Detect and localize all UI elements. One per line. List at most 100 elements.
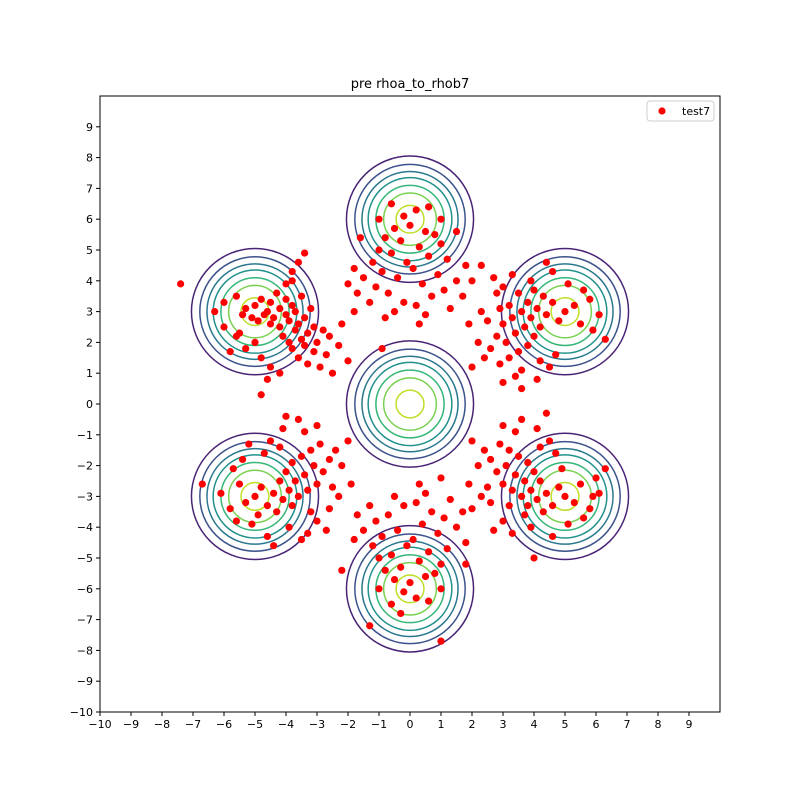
data-point-0-298 [468, 437, 476, 445]
x-tick-label-16: 6 [593, 718, 600, 731]
data-point-0-215 [245, 440, 253, 448]
data-point-0-16 [276, 323, 284, 331]
x-tick-label-2: −8 [154, 718, 170, 731]
data-point-0-25 [291, 326, 299, 334]
data-point-0-30 [297, 292, 306, 300]
data-point-0-78 [443, 255, 451, 263]
y-tick-label-12: 2 [86, 336, 93, 349]
data-point-0-240 [409, 535, 417, 544]
data-point-0-262 [387, 600, 395, 608]
data-point-0-70 [431, 231, 439, 239]
data-point-0-296 [477, 492, 485, 500]
data-point-0-252 [459, 508, 467, 516]
legend-label: test7 [682, 105, 710, 118]
data-point-0-3 [232, 292, 240, 300]
data-point-0-225 [400, 588, 408, 596]
x-tick-label-3: −7 [185, 718, 201, 731]
data-point-0-167 [493, 289, 501, 297]
data-point-0-159 [527, 277, 535, 285]
axis-layer: −10 −9 −8 −7 −6 −5 −4 −3 −2 −1 0 1 2 3 4 5 6 7 8 9−10−9−8−7… [70, 95, 721, 731]
data-point-0-90 [428, 292, 436, 300]
data-point-0-310 [533, 425, 541, 433]
y-tick-label-0: −10 [70, 706, 93, 719]
data-point-0-301 [576, 480, 585, 488]
contour-ring-5-4 [516, 447, 614, 545]
data-point-0-142 [468, 363, 476, 371]
contour-ring-2-5 [354, 533, 466, 645]
contour-ring-2-0 [395, 574, 425, 604]
data-point-0-277 [536, 477, 544, 485]
data-point-0-264 [350, 535, 358, 544]
data-point-0-232 [415, 557, 423, 565]
data-point-0-44 [335, 341, 343, 350]
data-point-0-20 [282, 295, 290, 303]
data-point-0-196 [242, 498, 250, 507]
x-tick-label-11: 1 [438, 718, 445, 731]
data-point-0-117 [536, 323, 544, 331]
data-point-0-77 [369, 258, 377, 266]
data-point-0-85 [394, 274, 402, 282]
data-point-0-238 [443, 545, 451, 553]
contour-ring-3-5 [509, 256, 621, 368]
data-point-0-98 [421, 311, 430, 319]
contour-ring-4-4 [206, 263, 304, 361]
data-point-0-165 [589, 326, 597, 334]
data-point-0-307 [530, 554, 538, 562]
data-point-0-49 [276, 369, 284, 377]
data-point-0-192 [335, 492, 343, 500]
data-point-0-235 [387, 551, 395, 559]
data-point-0-297 [474, 462, 482, 470]
data-point-0-207 [294, 415, 302, 423]
data-point-0-181 [297, 452, 306, 460]
data-point-0-201 [248, 520, 256, 528]
contour-ring-0-0 [395, 389, 425, 419]
data-point-0-228 [421, 572, 430, 581]
data-point-0-4 [239, 311, 247, 319]
data-point-0-186 [313, 480, 321, 488]
data-point-0-233 [375, 554, 383, 562]
x-tick-label-5: −5 [247, 718, 263, 731]
y-tick-label-15: 5 [86, 244, 93, 257]
data-point-0-68 [421, 227, 430, 236]
data-point-0-311 [518, 415, 526, 423]
x-tick-label-9: −1 [371, 718, 387, 731]
data-point-0-245 [394, 526, 402, 534]
data-point-0-43 [328, 369, 337, 377]
contour-ring-0-4 [361, 355, 459, 453]
data-point-0-303 [595, 489, 603, 497]
x-tick-label-6: −4 [278, 718, 294, 731]
data-point-0-248 [440, 514, 448, 522]
data-point-0-83 [359, 274, 368, 282]
data-point-0-166 [518, 366, 526, 374]
data-point-0-195 [347, 480, 355, 488]
data-point-0-295 [480, 446, 488, 454]
data-point-0-288 [505, 446, 513, 454]
data-point-0-110 [452, 227, 461, 236]
data-point-0-153 [545, 363, 554, 371]
contour-ring-1-5 [354, 163, 466, 275]
data-point-0-326 [542, 409, 551, 417]
y-tick-label-16: 6 [86, 213, 93, 226]
data-point-0-173 [276, 477, 284, 485]
x-tick-label-1: −9 [123, 718, 139, 731]
data-point-0-309 [545, 437, 554, 445]
points-layer [177, 200, 609, 645]
data-point-0-244 [452, 523, 461, 531]
contour-ring-3-4 [516, 263, 614, 361]
data-point-0-118 [533, 304, 541, 313]
data-point-0-320 [592, 474, 600, 482]
y-tick-label-13: 3 [86, 306, 93, 319]
data-point-0-18 [279, 332, 287, 340]
data-point-0-141 [474, 338, 482, 346]
data-point-0-214 [322, 526, 330, 534]
data-point-0-38 [313, 338, 321, 346]
data-point-0-259 [437, 585, 445, 593]
data-point-0-139 [480, 354, 488, 362]
contour-ring-6-5 [199, 440, 311, 552]
data-point-0-254 [412, 498, 420, 507]
data-point-0-48 [266, 363, 275, 371]
contour-ring-2-1 [382, 561, 438, 616]
data-point-0-115 [542, 311, 551, 319]
data-point-0-31 [301, 341, 309, 350]
